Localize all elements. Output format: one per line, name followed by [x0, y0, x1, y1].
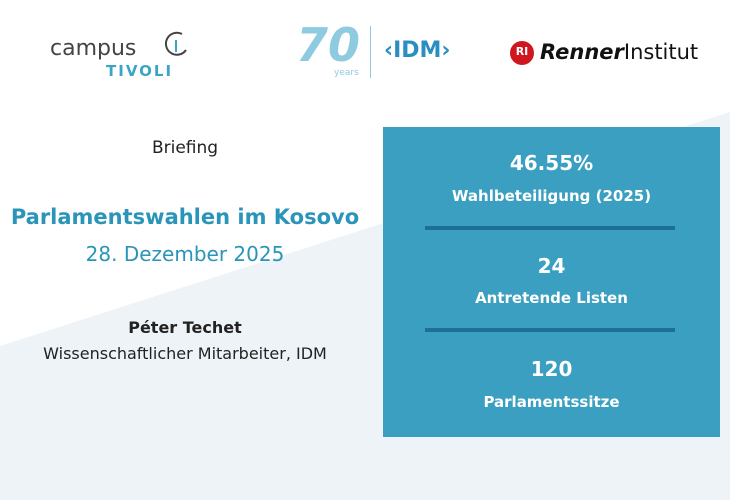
stat-label: Antretende Listen: [475, 289, 628, 307]
logo-ri-circle: [510, 41, 534, 65]
separator: [425, 328, 675, 332]
logo-ri: RI: [515, 45, 529, 58]
stat-label: Parlamentssitze: [483, 393, 620, 411]
logo-70: 70: [296, 18, 361, 72]
logo-campus: campus: [50, 36, 137, 61]
logo-divider: [370, 26, 371, 78]
logo-years: years: [334, 68, 359, 78]
stat-value: 46.55%: [509, 151, 594, 175]
stat-label: Wahlbeteiligung (2025): [451, 187, 652, 205]
stats-box: 46.55% Wahlbeteiligung (2025) 24 Antrete…: [383, 127, 720, 437]
logo-renner-institut: RennerInstitut: [540, 40, 698, 64]
logo-institut: Institut: [623, 40, 699, 64]
logo-icon: [165, 31, 187, 56]
logo-tivoli: TIVOLI: [106, 62, 174, 80]
stat-value: 24: [537, 254, 566, 278]
logo-renner: Renner: [540, 40, 624, 64]
separator: [425, 226, 675, 230]
title: Parlamentswahlen im Kosovo: [10, 205, 360, 229]
logo-idm: ‹IDM›: [384, 38, 451, 63]
stat-value: 120: [530, 357, 573, 381]
date: 28. Dezember 2025: [85, 242, 285, 266]
author: Péter Techet: [128, 318, 242, 337]
kicker: Briefing: [151, 138, 219, 158]
white-diagonal: [0, 0, 730, 346]
author-role: Wissenschaftlicher Mitarbeiter, IDM: [43, 344, 327, 363]
